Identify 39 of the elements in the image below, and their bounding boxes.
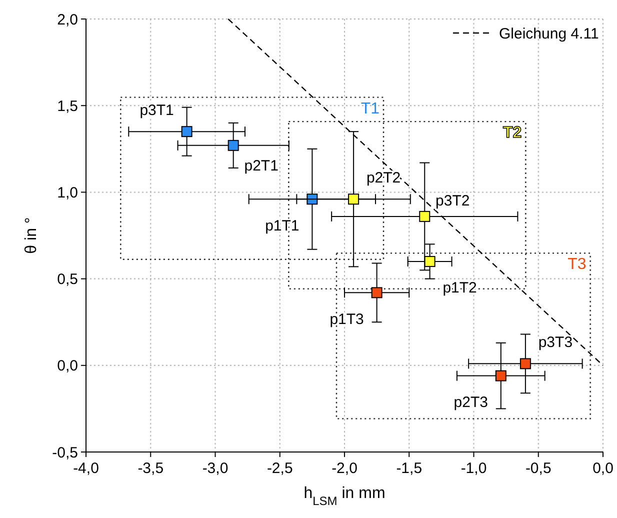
x-axis-title: h$_{LSM}$ in mm [304, 485, 386, 508]
text: T2 [503, 124, 522, 142]
x-tick-label: -4,0 [73, 460, 99, 477]
y-axis-title: θ in ° [23, 217, 40, 254]
point [181, 126, 192, 138]
point [520, 358, 531, 370]
point [495, 370, 506, 382]
point [348, 194, 360, 205]
annotation: p1T3 [330, 310, 364, 328]
legend-label: Gleichung 4.11 [499, 25, 599, 42]
y-tick-label: 0,5 [57, 271, 78, 288]
text: T3 [568, 256, 586, 274]
annotation: p3T1 [140, 102, 174, 119]
point [228, 140, 239, 151]
x-tick-label: -2,0 [332, 460, 358, 477]
x-tick-label: -1,5 [396, 460, 422, 477]
point [419, 210, 430, 222]
y-tick-label: 1,0 [57, 184, 78, 202]
y-tick-label: 1,5 [57, 98, 78, 115]
text: T1 [360, 100, 380, 118]
point [306, 194, 318, 205]
y-tick-label: 2,0 [57, 11, 78, 28]
y-tick-label: 0,0 [57, 358, 78, 375]
annotation: p3T3 [538, 334, 573, 351]
x-tick-label: -3,0 [202, 460, 228, 477]
annotation: p2T1 [244, 158, 278, 175]
annotation: p1T1 [265, 217, 300, 234]
x-tick-label: -3,5 [138, 460, 164, 477]
x-tick-label: -2,5 [266, 460, 293, 477]
x-tick-label: -1,0 [460, 460, 487, 477]
annotation: p2T3 [454, 394, 488, 412]
point [424, 256, 436, 267]
point [371, 287, 382, 298]
annotation: p2T2 [366, 169, 401, 186]
annotation: p3T2 [436, 192, 470, 210]
x-tick-label: -0,5 [525, 460, 552, 477]
annotation: p1T2 [442, 280, 477, 297]
x-tick-label: 0,0 [592, 460, 614, 477]
y-tick-label: -0,5 [52, 444, 78, 462]
